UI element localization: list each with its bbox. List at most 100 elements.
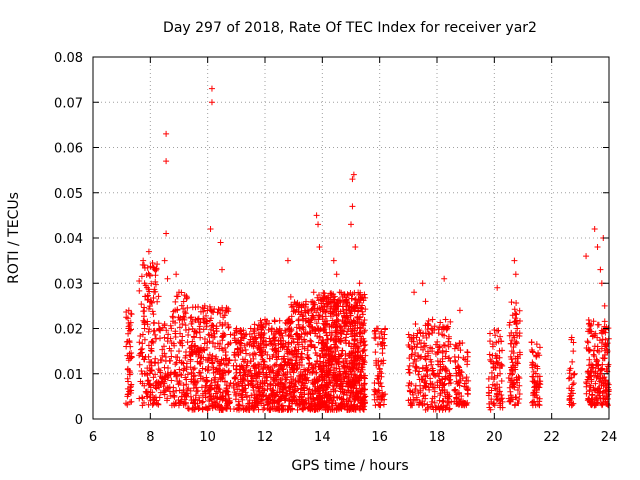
data-point xyxy=(292,347,299,354)
data-point xyxy=(455,354,462,361)
data-point xyxy=(208,315,215,322)
data-point xyxy=(225,368,232,375)
data-point xyxy=(584,376,591,383)
data-point xyxy=(193,388,200,395)
data-point xyxy=(406,362,413,369)
data-point xyxy=(428,361,435,368)
data-point xyxy=(595,361,602,368)
data-point xyxy=(533,352,540,359)
data-point xyxy=(251,372,258,379)
data-point xyxy=(324,384,331,391)
data-point xyxy=(405,341,412,348)
data-point xyxy=(358,368,365,375)
data-point xyxy=(351,332,358,339)
data-point xyxy=(498,378,505,385)
data-point xyxy=(170,314,177,321)
data-point xyxy=(163,327,170,334)
data-point xyxy=(255,406,262,413)
data-point xyxy=(443,324,450,331)
data-point xyxy=(428,398,435,405)
data-point xyxy=(302,371,309,378)
data-point xyxy=(342,370,349,377)
data-point xyxy=(150,320,157,327)
data-point xyxy=(180,298,187,305)
data-point xyxy=(241,377,248,384)
data-point xyxy=(285,316,292,323)
data-point xyxy=(203,323,210,330)
data-point xyxy=(304,351,311,358)
data-point xyxy=(329,352,336,359)
data-point xyxy=(311,301,318,308)
data-point xyxy=(424,326,431,333)
data-point xyxy=(199,398,206,405)
data-point xyxy=(431,399,438,406)
data-point xyxy=(311,307,318,314)
data-point xyxy=(422,395,429,402)
data-point xyxy=(198,384,205,391)
data-point xyxy=(487,330,494,337)
data-point xyxy=(209,402,216,409)
data-point xyxy=(434,338,441,345)
data-point xyxy=(602,347,609,354)
data-point xyxy=(296,378,303,385)
data-point xyxy=(217,340,224,347)
data-point xyxy=(411,343,418,350)
data-point xyxy=(326,324,333,331)
data-point xyxy=(170,392,177,399)
data-point xyxy=(371,379,378,386)
data-point xyxy=(436,405,443,412)
data-point xyxy=(252,351,259,358)
data-point xyxy=(152,371,159,378)
data-point xyxy=(425,348,432,355)
data-point xyxy=(147,298,154,305)
data-point xyxy=(349,176,356,183)
data-point xyxy=(441,342,448,349)
data-point xyxy=(224,341,231,348)
data-point xyxy=(172,319,179,326)
data-point xyxy=(231,374,238,381)
x-tick-label: 22 xyxy=(543,430,560,445)
data-point xyxy=(284,406,291,413)
data-point xyxy=(138,301,145,308)
data-point xyxy=(330,388,337,395)
data-point xyxy=(159,352,166,359)
data-point xyxy=(417,355,424,362)
data-point xyxy=(286,332,293,339)
data-point xyxy=(207,306,214,313)
data-point xyxy=(599,401,606,408)
data-point xyxy=(506,398,513,405)
data-point xyxy=(494,395,501,402)
data-point xyxy=(464,361,471,368)
data-point xyxy=(214,358,221,365)
data-point xyxy=(167,322,174,329)
data-point xyxy=(597,367,604,374)
data-point xyxy=(586,328,593,335)
data-point xyxy=(407,402,414,409)
data-point xyxy=(339,347,346,354)
data-point xyxy=(344,291,351,298)
data-point xyxy=(334,344,341,351)
data-point xyxy=(176,366,183,373)
data-point xyxy=(302,380,309,387)
data-point xyxy=(304,374,311,381)
data-point xyxy=(207,326,214,333)
data-point xyxy=(149,260,156,267)
data-point xyxy=(320,401,327,408)
data-point xyxy=(454,380,461,387)
data-point xyxy=(144,318,151,325)
data-point xyxy=(209,322,216,329)
data-point xyxy=(354,337,361,344)
data-point xyxy=(297,372,304,379)
data-point xyxy=(185,326,192,333)
data-point xyxy=(124,315,131,322)
data-point xyxy=(240,327,247,334)
data-point xyxy=(262,320,269,327)
data-point xyxy=(453,378,460,385)
data-point xyxy=(422,373,429,380)
data-point xyxy=(315,316,322,323)
data-point xyxy=(206,351,213,358)
data-point xyxy=(127,399,134,406)
data-point xyxy=(268,340,275,347)
data-point xyxy=(436,343,443,350)
